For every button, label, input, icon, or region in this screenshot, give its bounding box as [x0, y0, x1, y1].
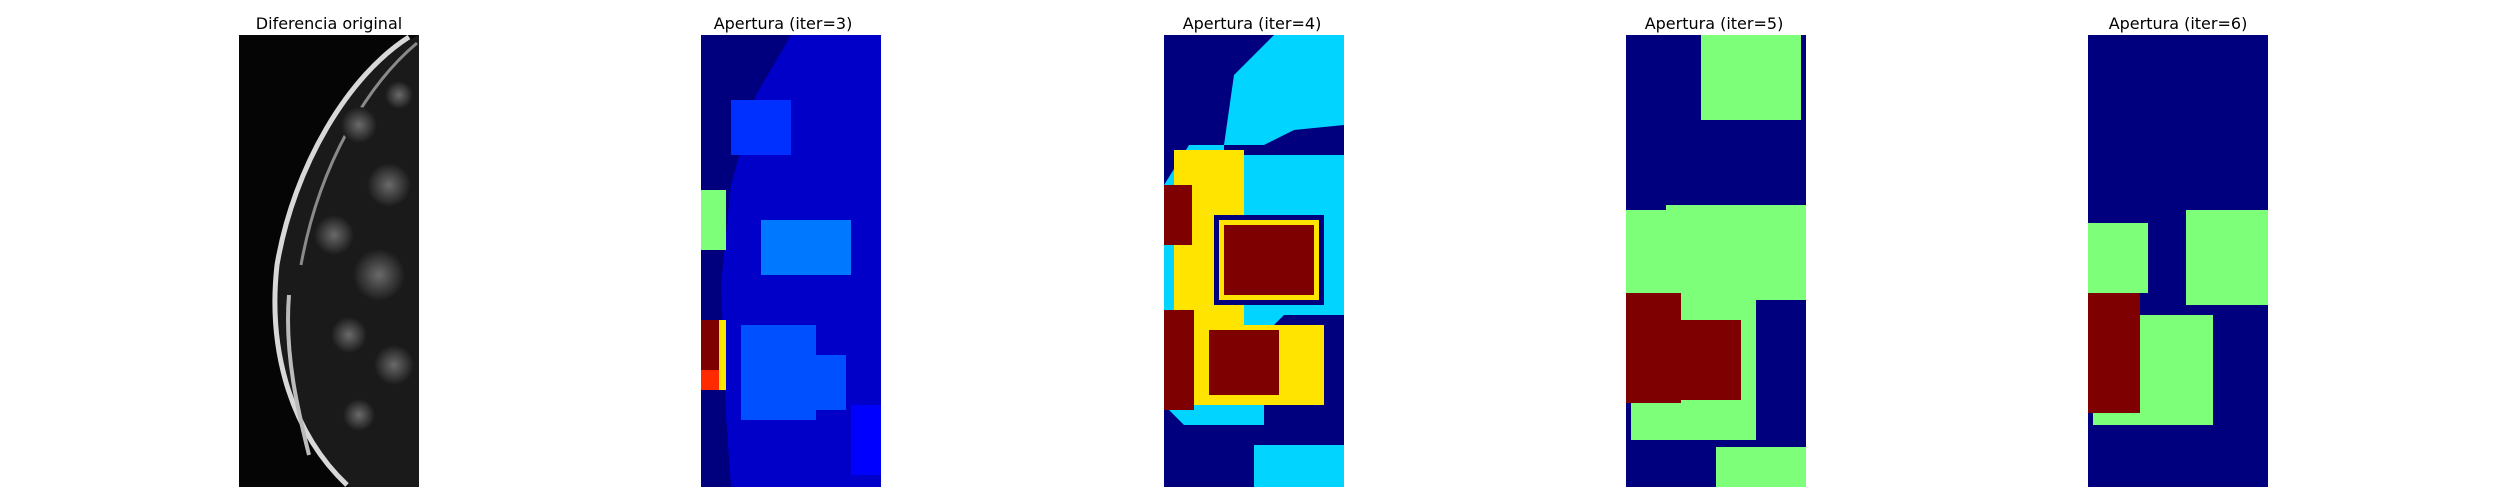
jet-image-iter6	[2088, 35, 2268, 487]
jet-image-iter4	[1164, 35, 1344, 487]
image-opening-iter4	[1164, 35, 1344, 487]
panel-title-iter3: Apertura (iter=3)	[713, 14, 853, 33]
jet-image-iter5	[1626, 35, 1806, 487]
image-opening-iter6	[2088, 35, 2268, 487]
panel-title-original: Diferencia original	[255, 14, 403, 33]
image-original-difference	[239, 35, 419, 487]
panel-title-iter6: Apertura (iter=6)	[2108, 14, 2248, 33]
image-opening-iter5	[1626, 35, 1806, 487]
panel-title-iter4: Apertura (iter=4)	[1182, 14, 1322, 33]
jet-image-iter3	[701, 35, 881, 487]
panel-title-iter5: Apertura (iter=5)	[1644, 14, 1784, 33]
image-opening-iter3	[701, 35, 881, 487]
grayscale-image	[239, 35, 419, 487]
